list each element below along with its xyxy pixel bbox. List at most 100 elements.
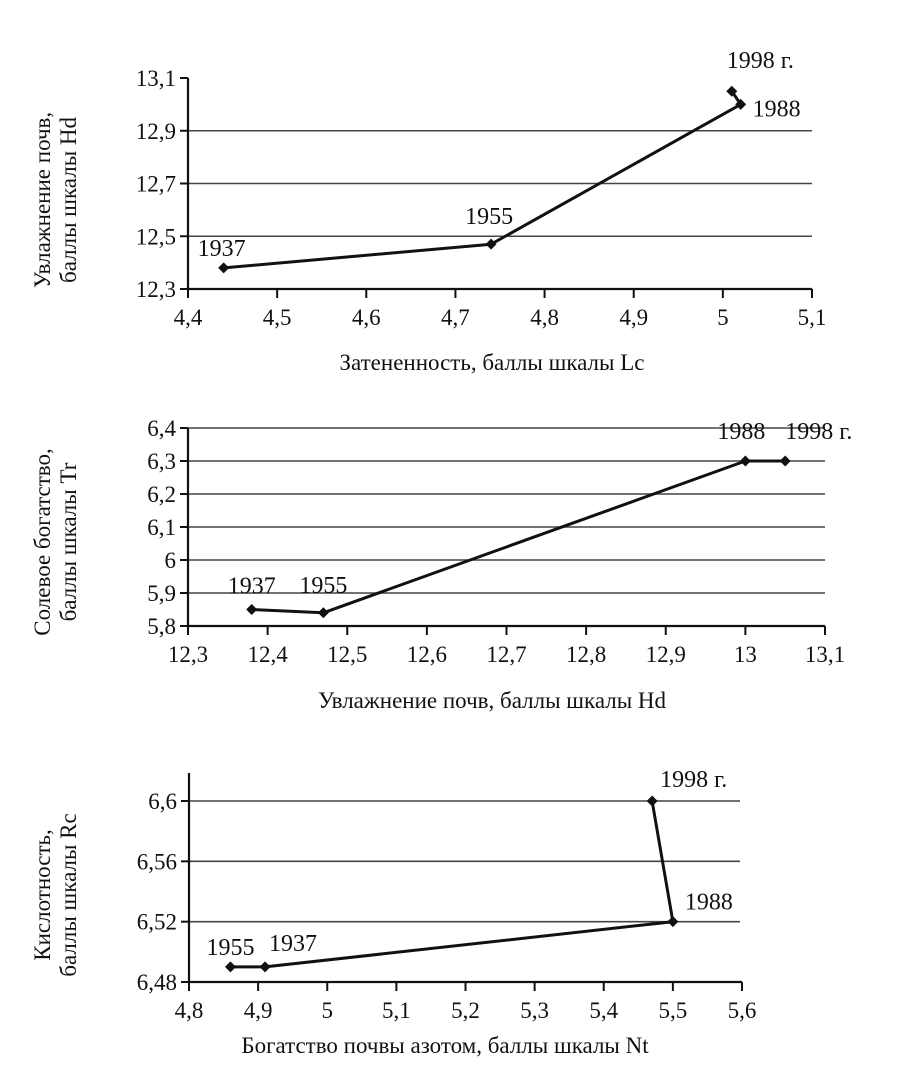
x-tick-label: 5,5 [659,998,688,1023]
data-point-label: 1988 [753,96,801,122]
data-point-marker [218,262,230,274]
data-point-marker [485,238,497,250]
x-tick-label: 13,1 [805,642,845,667]
point-labels: 1937 1955 1988 1998 г. [198,48,801,262]
x-axis-label: Затененность, баллы шкалы Lc [339,350,644,375]
tick-labels: 5,8 5,9 6 6,1 6,2 6,3 6,4 12,3 12,4 12,5 12,6 12,7 1… [147,416,845,667]
grid-lines [189,800,740,923]
data-point-marker [259,961,271,973]
y-tick-label: 12,3 [136,277,176,302]
x-axis-label: Богатство почвы азотом, баллы шкалы Nt [241,1033,649,1058]
axes [180,77,813,298]
chart-salt-richness-vs-humidity: 5,8 5,9 6 6,1 6,2 6,3 6,4 12,3 12,4 12,5 12,6 12,7 1… [30,416,852,713]
y-axis-label-line1: Солевое богатство, [30,448,55,635]
x-tick-label: 12,6 [407,642,447,667]
data-markers [224,795,679,973]
series-line [230,800,675,969]
y-tick-label: 6,56 [137,849,177,874]
series-path [230,800,675,969]
data-point-marker [735,98,747,110]
x-tick-label: 12,9 [646,642,686,667]
data-point-label: 1998 г. [660,767,727,793]
grid-lines [188,427,825,594]
x-tick-label: 5,2 [451,998,480,1023]
data-markers [246,455,791,619]
series-path [223,90,743,270]
x-tick-label: 5,1 [798,305,827,330]
x-tick-label: 5,3 [520,998,549,1023]
x-tick-label: 5 [322,998,334,1023]
y-tick-label: 5,9 [147,581,176,606]
axes [180,427,826,635]
x-tick-label: 12,4 [248,642,289,667]
y-tick-label: 6,48 [137,970,177,995]
data-point-marker [739,455,751,467]
x-tick-label: 5,1 [382,998,411,1023]
point-labels: 1955 1937 1988 1998 г. [206,767,732,961]
data-point-label: 1955 [206,935,254,961]
x-tick-label: 4,9 [619,305,648,330]
point-labels: 1937 1955 1988 1998 г. [228,419,853,600]
data-point-marker [726,85,738,97]
x-tick-label: 13 [734,642,757,667]
tick-labels: 12,3 12,5 12,7 12,9 13,1 4,4 4,5 4,6 4,7 4,8 4,9 5 5… [136,66,827,330]
data-point-label: 1937 [269,931,317,957]
x-tick-label: 4,5 [263,305,292,330]
data-markers [218,85,747,274]
axes [181,773,743,991]
y-axis-label-line1: Кислотность, [30,829,55,960]
x-tick-label: 5 [717,305,729,330]
y-tick-label: 12,9 [136,119,176,144]
data-point-marker [667,916,679,928]
x-tick-label: 12,7 [486,642,526,667]
x-tick-label: 4,6 [352,305,381,330]
data-point-label: 1937 [198,236,246,262]
data-point-label: 1998 г. [785,419,852,445]
grid-lines [188,129,812,238]
y-tick-label: 6 [165,548,177,573]
x-tick-label: 5,6 [728,998,757,1023]
series-line [251,459,786,615]
y-tick-label: 6,6 [148,789,177,814]
y-tick-label: 6,52 [137,910,177,935]
y-axis-label-line1: Увлажнение почв, [30,112,55,288]
y-axis-label-line2: баллы шкалы Hd [56,116,81,283]
series-line [223,90,743,270]
x-tick-label: 4,9 [244,998,273,1023]
data-point-marker [317,607,329,619]
y-axis-label-line2: баллы шкалы Rc [56,813,81,976]
data-point-label: 1937 [228,574,276,600]
y-axis-label-line2: баллы шкалы Tr [56,462,81,621]
data-point-marker [246,604,258,615]
y-tick-label: 6,3 [147,449,176,474]
x-tick-label: 12,8 [566,642,606,667]
data-point-marker [779,455,791,467]
x-tick-label: 4,7 [441,305,470,330]
data-point-label: 1988 [685,890,733,916]
chart-acidity-vs-nitrogen: 6,48 6,52 6,56 6,6 4,8 4,9 5 5,1 5,2 5,3 5,4 5,5 5,6… [30,767,756,1058]
data-point-label: 1955 [465,204,513,230]
y-tick-label: 13,1 [136,66,176,91]
x-axis-label: Увлажнение почв, баллы шкалы Hd [318,688,667,713]
data-point-label: 1988 [717,419,765,445]
data-point-label: 1955 [299,573,347,599]
y-tick-label: 12,5 [136,224,176,249]
y-tick-label: 6,1 [147,515,176,540]
x-tick-label: 12,3 [168,642,208,667]
chart-humidity-vs-shading: 12,3 12,5 12,7 12,9 13,1 4,4 4,5 4,6 4,7 4,8 4,9 5 5… [30,48,826,375]
x-tick-label: 5,4 [589,998,618,1023]
tick-labels: 6,48 6,52 6,56 6,6 4,8 4,9 5 5,1 5,2 5,3 5,4 5,5 5,6 [137,789,757,1023]
y-tick-label: 5,8 [147,614,176,639]
x-tick-label: 4,8 [175,998,204,1023]
x-tick-label: 4,8 [530,305,559,330]
y-tick-label: 6,2 [147,482,176,507]
x-tick-label: 12,5 [327,642,367,667]
data-point-label: 1998 г. [727,48,794,74]
data-point-marker [646,795,658,807]
y-tick-label: 12,7 [136,172,176,197]
y-tick-label: 6,4 [147,416,176,441]
series-path [251,459,786,615]
x-tick-label: 4,4 [174,305,203,330]
data-point-marker [224,961,236,973]
